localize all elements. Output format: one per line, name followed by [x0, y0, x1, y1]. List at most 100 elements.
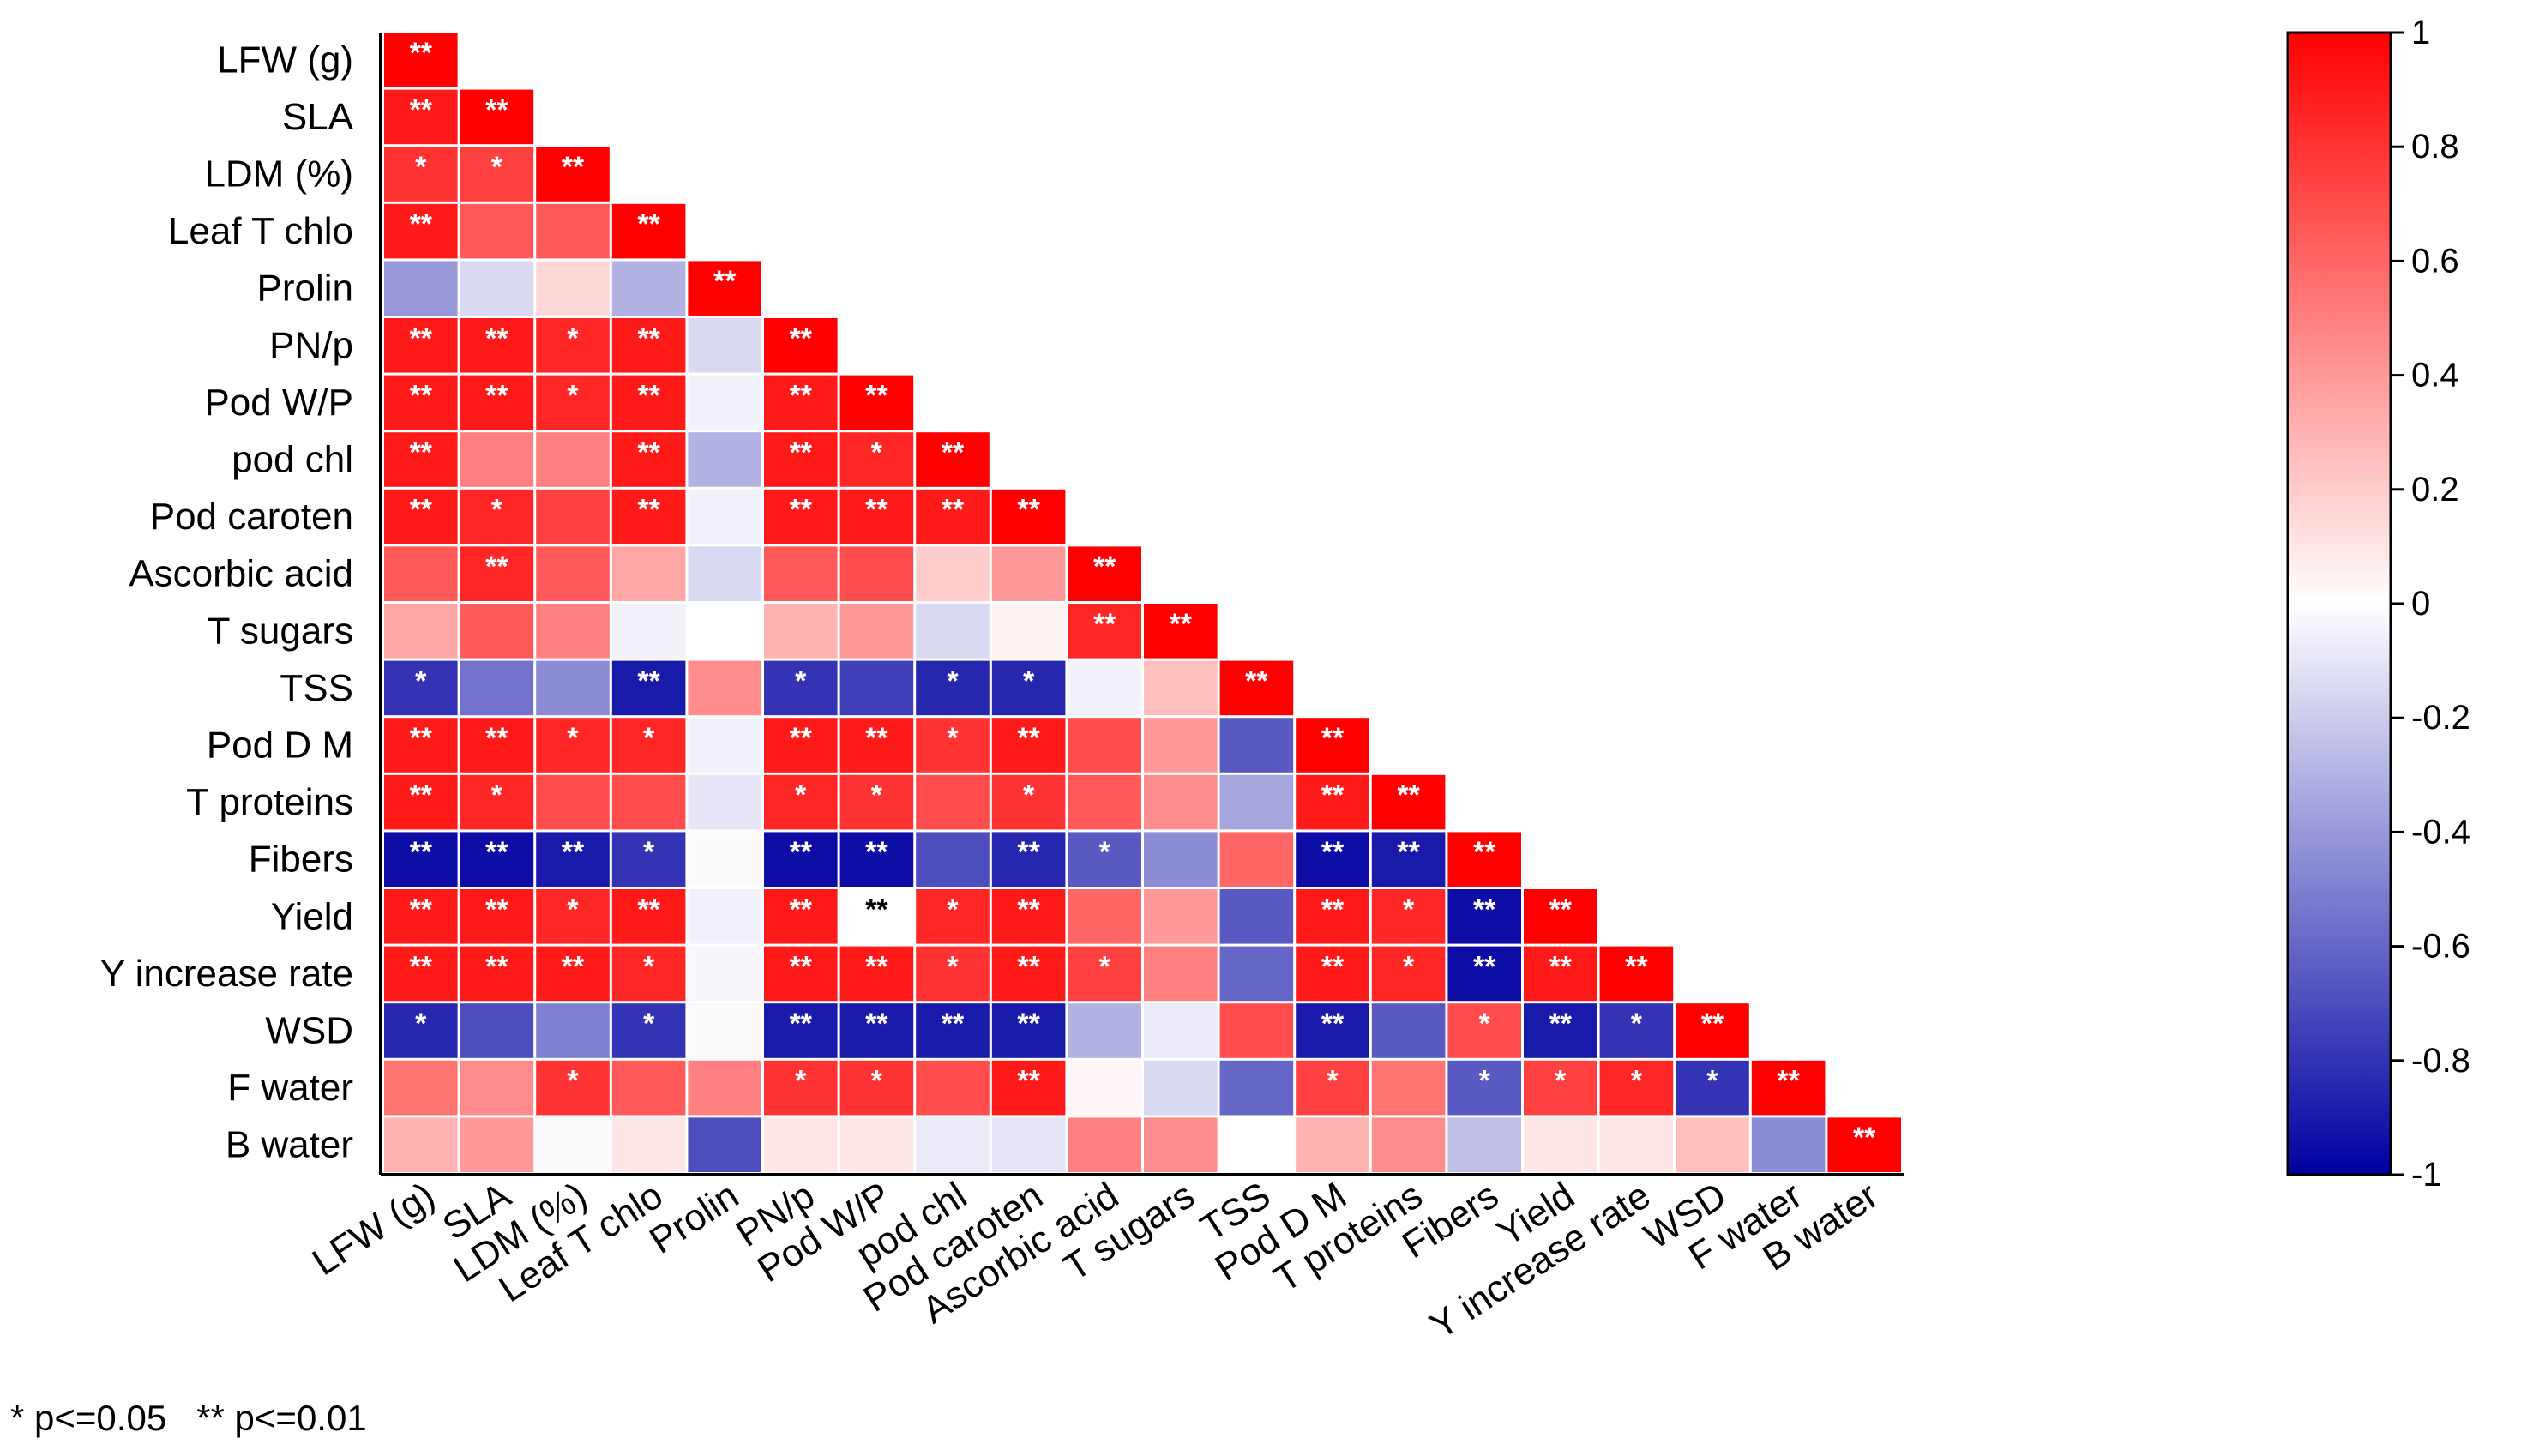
significance-mark: * — [795, 1065, 807, 1098]
cell-pod-w-p-lfw-g — [384, 375, 458, 430]
cell-tss-sla — [460, 660, 534, 716]
significance-mark: ** — [637, 379, 660, 412]
cell-yield-pod-caroten — [991, 889, 1066, 944]
cell-fibers-fibers — [1447, 832, 1521, 887]
significance-mark: ** — [1245, 665, 1268, 697]
cell-b-water-tss — [1219, 1117, 1294, 1172]
significance-mark: * — [1403, 950, 1415, 983]
cell-yield-lfw-g — [384, 889, 458, 944]
cell-f-water-ldm — [536, 1060, 610, 1116]
cell-ascorbic-acid-pod-chl — [916, 546, 990, 601]
significance-mark: ** — [1321, 722, 1345, 755]
cell-t-proteins-ldm — [536, 774, 610, 830]
significance-mark: ** — [1397, 779, 1420, 812]
significance-mark: ** — [485, 93, 508, 126]
cell-fibers-tss — [1219, 832, 1294, 887]
cell-pod-caroten-lfw-g — [384, 489, 458, 544]
cell-prolin-ldm — [536, 261, 610, 316]
colorbar-tick-label: -0.8 — [2411, 1042, 2470, 1080]
cell-t-sugars-lfw-g — [384, 604, 458, 659]
cell-pod-caroten-ldm — [536, 489, 610, 544]
cell-pod-chl-sla — [460, 432, 534, 487]
row-label-pod-caroten: Pod caroten — [150, 496, 353, 538]
cell-t-proteins-leaf-t-chlo — [611, 774, 686, 830]
cell-ascorbic-acid-pod-w-p — [839, 546, 914, 601]
cell-y-increase-rate-pod-caroten — [991, 946, 1066, 1002]
significance-mark: ** — [790, 436, 813, 469]
cell-f-water-lfw-g — [384, 1060, 458, 1116]
cell-pod-w-p-sla — [460, 375, 534, 430]
cell-pod-w-p-prolin — [688, 375, 761, 430]
significance-mark: ** — [410, 836, 433, 869]
significance-mark: ** — [790, 1008, 813, 1040]
cell-tss-pn-p — [764, 660, 838, 716]
significance-mark: ** — [485, 322, 508, 355]
significance-mark: ** — [637, 893, 660, 926]
cell-wsd-fibers — [1447, 1003, 1521, 1058]
cell-wsd-yield — [1524, 1003, 1597, 1058]
colorbar-tick-label: 1 — [2411, 14, 2430, 51]
cell-pod-chl-prolin — [688, 432, 761, 487]
cell-prolin-leaf-t-chlo — [611, 261, 686, 316]
cell-wsd-leaf-t-chlo — [611, 1003, 686, 1058]
cell-yield-leaf-t-chlo — [611, 889, 686, 944]
cell-t-proteins-prolin — [688, 774, 761, 830]
cell-f-water-tss — [1219, 1060, 1294, 1116]
significance-mark: ** — [637, 665, 660, 697]
cell-b-water-b-water — [1827, 1117, 1901, 1172]
column-label-lfw-g: LFW (g) — [305, 1174, 442, 1284]
cell-pn-p-lfw-g — [384, 318, 458, 373]
cell-t-sugars-ascorbic-acid — [1068, 604, 1141, 659]
cell-fibers-ascorbic-acid — [1068, 832, 1141, 887]
cell-fibers-leaf-t-chlo — [611, 832, 686, 887]
cell-y-increase-rate-leaf-t-chlo — [611, 946, 686, 1002]
significance-mark: * — [947, 893, 959, 926]
significance-mark: * — [491, 151, 503, 184]
cell-wsd-pod-chl — [916, 1003, 990, 1058]
cell-t-proteins-t-sugars — [1144, 774, 1218, 830]
significance-mark: ** — [942, 436, 965, 469]
row-labels: LFW (g) SLA LDM (%) Leaf T chlo Prolin PN/p Po… — [100, 39, 354, 1165]
significance-mark: * — [1403, 893, 1415, 926]
cell-pod-w-p-pn-p — [764, 375, 838, 430]
cell-tss-pod-w-p — [839, 660, 914, 716]
cell-pod-d-m-pn-p — [764, 718, 838, 773]
cell-f-water-leaf-t-chlo — [611, 1060, 686, 1116]
cell-fibers-pod-d-m — [1296, 832, 1369, 887]
cell-f-water-t-sugars — [1144, 1060, 1218, 1116]
cell-wsd-lfw-g — [384, 1003, 458, 1058]
row-label-ldm: LDM (%) — [204, 153, 353, 196]
cell-wsd-pod-w-p — [839, 1003, 914, 1058]
cell-prolin-lfw-g — [384, 261, 458, 316]
cell-yield-tss — [1219, 889, 1294, 944]
cell-tss-lfw-g — [384, 660, 458, 716]
cell-pod-w-p-leaf-t-chlo — [611, 375, 686, 430]
cell-y-increase-rate-yield — [1524, 946, 1597, 1002]
cell-tss-pod-chl — [916, 660, 990, 716]
cell-yield-yield — [1524, 889, 1597, 944]
significance-mark: * — [1327, 1065, 1339, 1098]
significance-mark: * — [1099, 950, 1111, 983]
cell-pod-d-m-pod-w-p — [839, 718, 914, 773]
cell-fibers-prolin — [688, 832, 761, 887]
cell-b-water-f-water — [1751, 1117, 1826, 1172]
cell-b-water-ldm — [536, 1117, 610, 1172]
significance-mark: * — [491, 779, 503, 812]
significance-mark: ** — [1017, 836, 1040, 869]
cell-b-water-t-sugars — [1144, 1117, 1218, 1172]
cell-tss-prolin — [688, 660, 761, 716]
cell-pod-chl-leaf-t-chlo — [611, 432, 686, 487]
significance-mark: ** — [1397, 836, 1420, 869]
row-label-pn-p: PN/p — [269, 324, 353, 366]
significance-mark: * — [567, 322, 579, 355]
colorbar-tick-label: 0.8 — [2411, 128, 2459, 165]
significance-mark: * — [567, 893, 579, 926]
significance-mark: ** — [1473, 893, 1496, 926]
significance-mark: ** — [410, 779, 433, 812]
cell-f-water-f-water — [1751, 1060, 1826, 1116]
cell-y-increase-rate-ascorbic-acid — [1068, 946, 1141, 1002]
significance-mark: * — [567, 722, 579, 755]
cell-pod-d-m-leaf-t-chlo — [611, 718, 686, 773]
cell-f-water-sla — [460, 1060, 534, 1116]
cell-lfw-g-lfw-g — [384, 33, 458, 87]
